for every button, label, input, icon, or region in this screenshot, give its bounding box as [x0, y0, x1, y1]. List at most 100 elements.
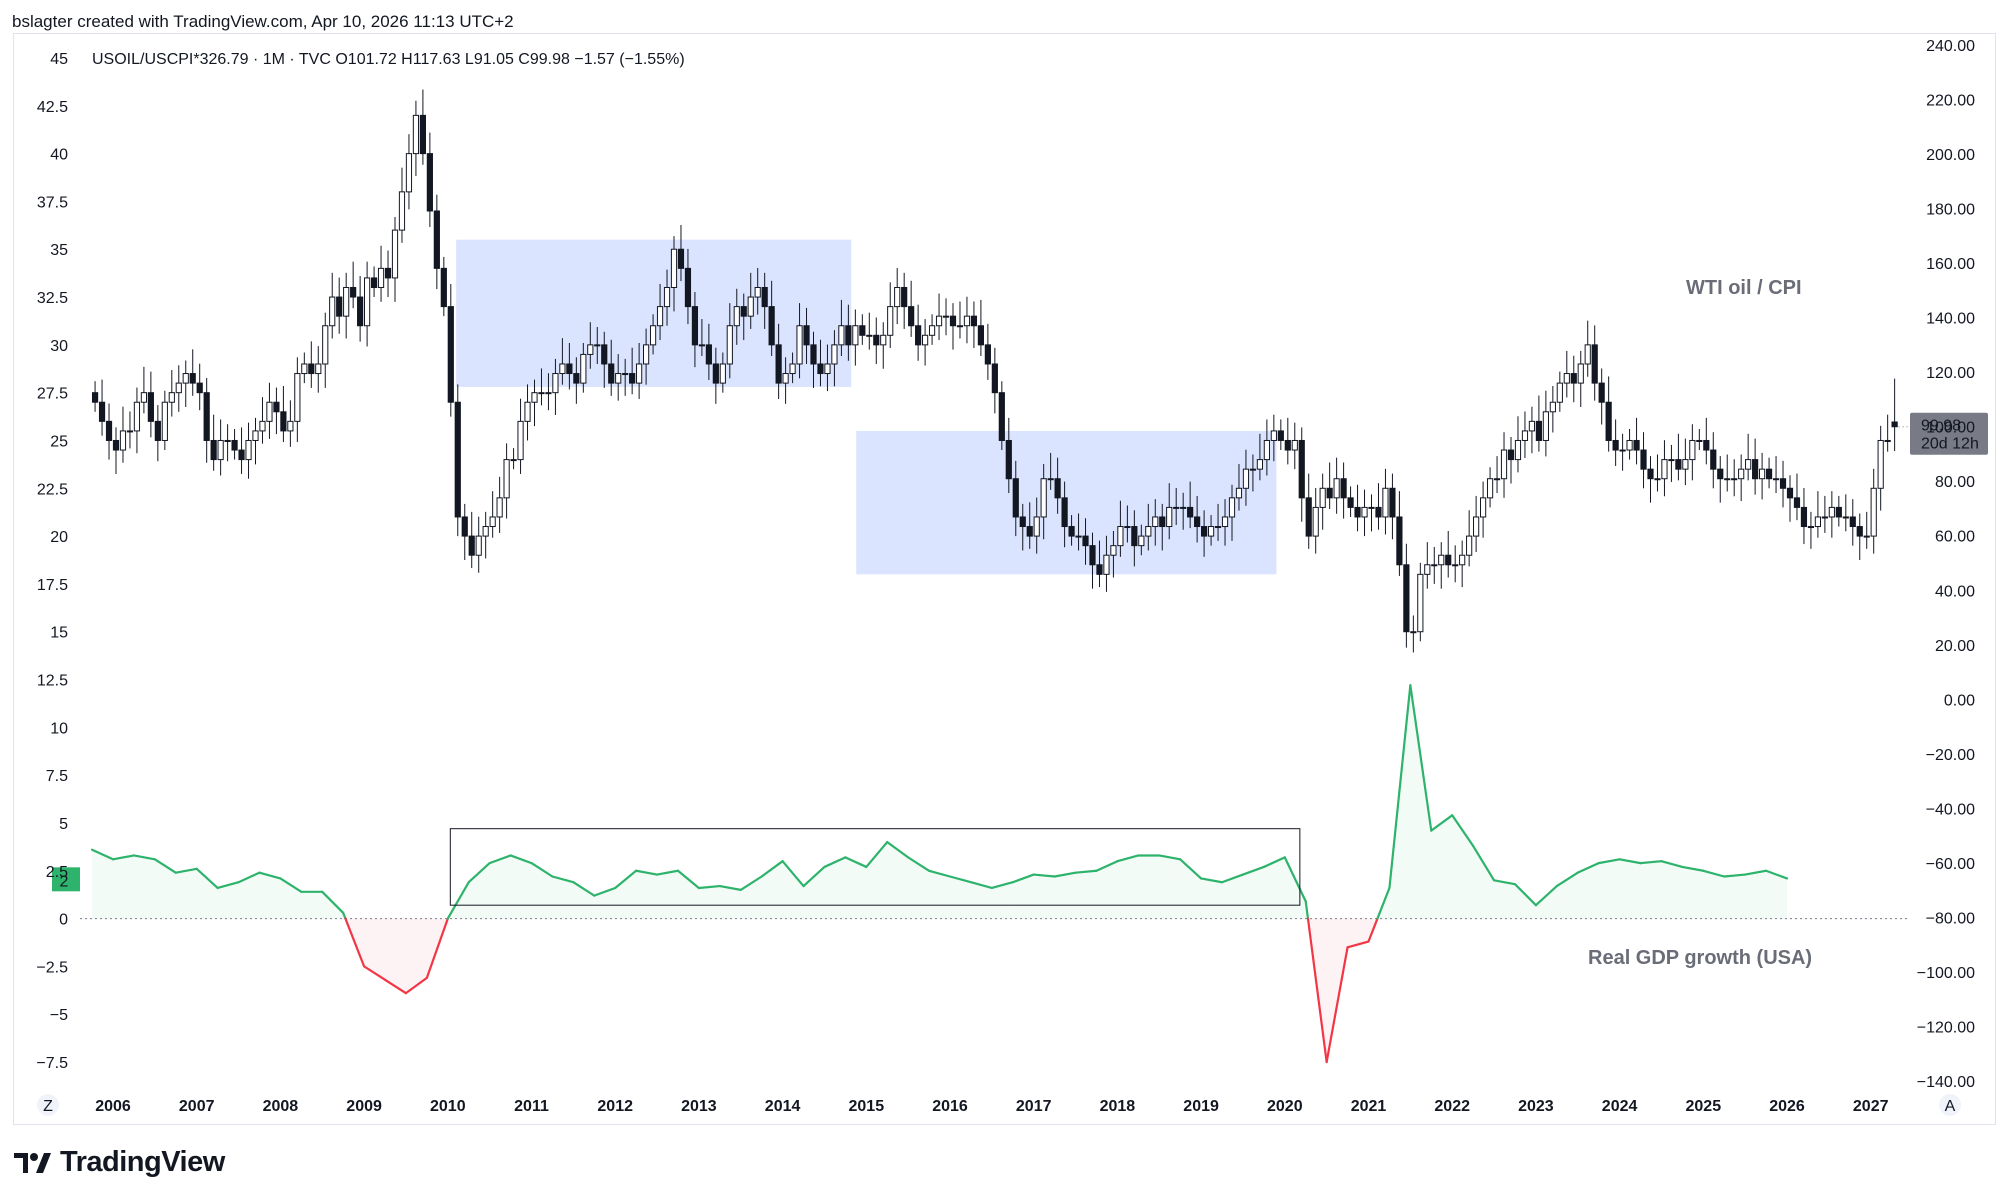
right-axis-tick: 40.00	[1935, 583, 1975, 600]
candle-body	[629, 373, 636, 384]
candle-body	[705, 344, 712, 365]
gdp-line-segment	[1764, 869, 1789, 880]
auto-scale-button[interactable]: A	[1939, 1094, 1961, 1116]
candle-body	[1717, 468, 1724, 480]
left-axis-tick: 27.5	[37, 386, 68, 403]
range-boxes	[456, 239, 1277, 575]
gdp-line-segment	[781, 860, 805, 888]
gdp-line-segment	[614, 869, 638, 890]
gdp-line-segment	[344, 917, 366, 968]
gdp-line-segment	[844, 856, 868, 869]
candle-body	[1682, 459, 1689, 470]
gdp-line-segment	[1618, 858, 1642, 865]
gdp-line-segment	[321, 890, 345, 914]
gdp-area-segment	[1284, 857, 1306, 919]
candle-body	[1452, 564, 1459, 567]
tradingview-logo[interactable]: TradingView	[14, 1146, 225, 1179]
candle-body	[287, 420, 294, 432]
candle-body	[880, 334, 887, 346]
candle-body	[1647, 468, 1654, 480]
candle-body	[468, 535, 475, 556]
gdp-line-segment	[802, 865, 826, 888]
gdp-line-segment	[383, 978, 408, 995]
gdp-area-segment	[113, 855, 134, 919]
candle-body	[998, 392, 1005, 441]
gdp-series: 2	[52, 684, 1910, 1064]
candle-body	[636, 363, 643, 384]
gdp-line-segment	[1388, 684, 1412, 890]
candle-body	[845, 325, 852, 346]
left-axis-tick: −7.5	[36, 1055, 68, 1072]
candle-body	[1745, 459, 1752, 470]
gdp-area-segment	[824, 857, 846, 919]
candle-body	[461, 516, 468, 537]
gdp-area-segment	[1075, 870, 1097, 919]
gdp-line-segment	[1555, 871, 1579, 888]
candle-body	[698, 344, 705, 347]
gdp-area-segment	[1640, 861, 1662, 919]
candle-body	[175, 382, 182, 394]
candle-body	[1724, 478, 1731, 481]
right-axis-tick: 160.00	[1926, 256, 1975, 273]
gdp-value-tag	[52, 867, 80, 892]
gdp-line-segment	[1492, 879, 1517, 886]
candle-body	[1201, 526, 1208, 537]
candle-body	[1166, 506, 1173, 528]
candle-body	[308, 363, 315, 375]
gdp-area-segment	[489, 855, 511, 919]
candle-body	[1333, 478, 1340, 499]
candle-body	[412, 114, 420, 155]
candle-body	[1661, 459, 1668, 480]
candle-body	[1368, 506, 1375, 509]
candle-body	[1305, 497, 1312, 537]
candle-body	[1347, 497, 1354, 508]
gdp-area-segment	[1577, 863, 1599, 919]
candle-body	[252, 430, 259, 441]
candle-body	[1277, 430, 1284, 441]
candle-body	[1173, 506, 1180, 509]
left-axis-tick: 15	[50, 625, 68, 642]
x-axis-year-tick: 2012	[597, 1098, 633, 1115]
candle-body	[112, 439, 120, 451]
gdp-line-segment	[1283, 856, 1307, 903]
candle-body	[887, 306, 894, 336]
x-axis-year-tick: 2021	[1351, 1098, 1387, 1115]
candle-body	[405, 153, 413, 193]
price-tag-countdown: 20d 12h	[1921, 436, 1979, 453]
candle-body	[510, 459, 517, 462]
gdp-area-segment	[280, 878, 302, 919]
gdp-area-segment	[1661, 861, 1683, 919]
candle-body	[1793, 497, 1801, 508]
candle-body	[949, 315, 957, 327]
candle-body	[489, 516, 496, 528]
candle-body	[384, 267, 392, 279]
left-axis-tick: 10	[50, 720, 68, 737]
gdp-area-segment	[531, 863, 553, 919]
left-axis-tick: 42.5	[37, 99, 68, 116]
gdp-area-segment	[719, 886, 741, 919]
x-axis-year-tick: 2014	[765, 1098, 801, 1115]
gdp-area-segment	[1724, 874, 1746, 919]
left-axis-tick: 37.5	[37, 194, 68, 211]
candle-body	[294, 373, 301, 422]
candle-body	[622, 373, 629, 376]
candle-body	[908, 306, 915, 327]
candle-body	[1654, 478, 1661, 481]
candle-body	[1640, 449, 1647, 470]
gdp-area-segment	[1452, 815, 1474, 919]
candle-body	[1396, 516, 1403, 566]
candle-body	[1047, 478, 1054, 481]
candle-body	[1480, 497, 1487, 518]
gdp-area-segment	[782, 861, 804, 919]
candle-body	[1228, 497, 1236, 518]
candle-body	[1075, 535, 1082, 538]
candle-body	[454, 401, 461, 518]
candle-body	[977, 325, 984, 346]
x-axis-year-tick: 2019	[1183, 1098, 1219, 1115]
gdp-area-segment	[1096, 861, 1118, 919]
candle-body	[1828, 506, 1835, 518]
candle-body	[1054, 478, 1061, 499]
zoom-corner-button[interactable]: Z	[37, 1094, 59, 1116]
x-axis-year-tick: 2013	[681, 1098, 717, 1115]
